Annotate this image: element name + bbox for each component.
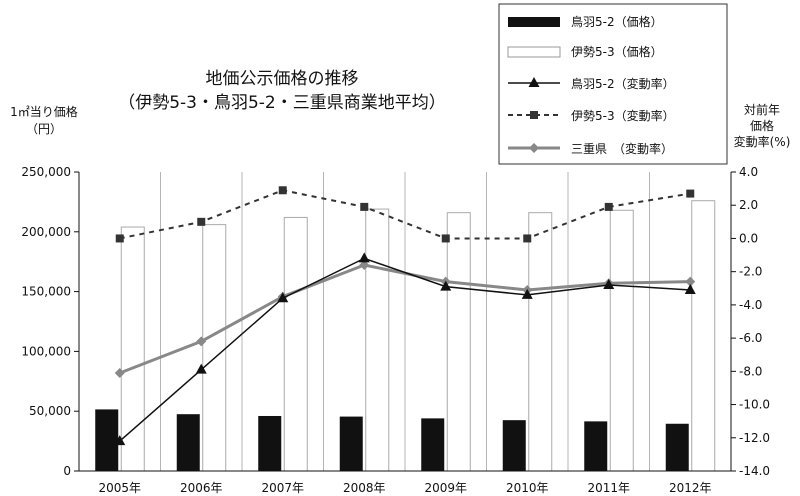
left-axis-title-line2: （円） [26,122,62,136]
point-mie-rate [196,336,207,347]
bar-ise-price [365,208,390,472]
chart-title: 地価公示価格の推移 [206,69,359,89]
right-axis-title-line3: 変動率(%) [734,134,791,149]
legend-label-toba-price: 鳥羽5-2（価格） [571,14,663,29]
y-right-tick-label: -12.0 [739,431,770,445]
x-tick-label: 2009年 [424,481,467,495]
tick-labels: 0 50,000 100,000 150,000 200,000 250,000 -14.0… [21,165,770,495]
axes [78,172,732,472]
y-right-tick-label: -14.0 [739,464,770,478]
y-right-tick-label: -2.0 [739,265,762,279]
y-left-tick-label: 250,000 [21,165,71,179]
y-left-tick-label: 50,000 [29,404,71,418]
x-tick-label: 2008年 [343,481,386,495]
y-right-tick-label: 2.0 [739,198,758,212]
chart-subtitle: （伊勢5-3・鳥羽5-2・三重県商業地平均） [118,93,446,113]
legend-swatch-toba-price [508,17,560,27]
line-toba-rate [119,257,691,442]
y-left-tick-label: 200,000 [21,225,71,239]
point-ise-rate [441,234,450,243]
bar-ise-price [202,224,227,472]
bar-ise-price [446,212,471,472]
x-tick-label: 2011年 [587,481,630,495]
x-tick-label: 2007年 [261,481,304,495]
y-right-tick-label: 0.0 [739,231,758,245]
y-left-tick-label: 150,000 [21,285,71,299]
legend-label-ise-price: 伊勢5-3（価格） [571,44,663,59]
legend-swatch-mie-rate-marker [529,143,539,153]
point-toba-rate [114,435,126,446]
point-ise-rate [278,186,287,195]
bar-toba-price [176,414,200,471]
bar-ise-price [609,209,634,472]
y-left-tick-label: 100,000 [21,344,71,358]
y-right-tick-label: -10.0 [739,398,770,412]
point-ise-rate [360,202,369,211]
left-axis-title-line1: 1㎡当り価格 [10,104,78,119]
bar-ise-price [283,216,308,472]
y-right-tick-label: -8.0 [739,364,762,378]
y-left-tick-label: 0 [63,464,71,478]
y-right-tick-label: 4.0 [739,165,758,179]
legend-label-ise-rate: 伊勢5-3（変動率） [571,108,675,123]
x-tick-label: 2005年 [98,481,141,495]
point-toba-rate [277,292,289,303]
point-ise-rate [523,234,532,243]
y-right-tick-label: -4.0 [739,298,762,312]
bar-toba-price [339,416,363,471]
bar-toba-price [584,421,608,471]
right-axis-title-line1: 対前年 [744,102,780,117]
bar-toba-price [665,423,689,471]
point-mie-rate [114,367,125,378]
bar-ise-price [120,226,145,472]
right-axis-title-line2: 価格 [750,118,774,133]
bar-toba-price [421,418,445,471]
rate-lines [114,186,696,446]
x-tick-label: 2010年 [506,481,549,495]
point-mie-rate [685,276,696,287]
x-tick-label: 2012年 [669,481,712,495]
point-toba-rate [195,363,207,374]
point-ise-rate [197,217,206,226]
y-right-tick-label: -6.0 [739,331,762,345]
bar-ise-price [691,200,716,472]
point-ise-rate [604,202,613,211]
bar-toba-price [258,415,282,471]
legend-swatch-toba-rate-marker [528,77,540,87]
grid-lines [160,172,650,471]
legend-swatch-ise-rate-marker [530,111,538,119]
point-toba-rate [684,283,696,294]
point-toba-rate [521,288,533,299]
legend-label-mie-rate: 三重県 （変動率） [571,141,673,156]
legend-swatch-ise-price [507,46,561,58]
point-toba-rate [358,252,370,263]
bar-toba-price [502,420,526,471]
bar-ise-price [528,212,553,472]
point-ise-rate [115,234,124,243]
point-toba-rate [603,278,615,289]
line-mie-rate [119,263,691,375]
legend-label-toba-rate: 鳥羽5-2（変動率） [571,76,675,91]
point-toba-rate [440,280,452,291]
legend: 鳥羽5-2（価格） 伊勢5-3（価格） 鳥羽5-2（変動率） 伊勢5-3（変動率… [498,3,728,165]
point-mie-rate [359,260,370,271]
bars [95,200,716,472]
point-ise-rate [686,189,695,198]
bar-toba-price [95,409,119,471]
x-tick-label: 2006年 [180,481,223,495]
